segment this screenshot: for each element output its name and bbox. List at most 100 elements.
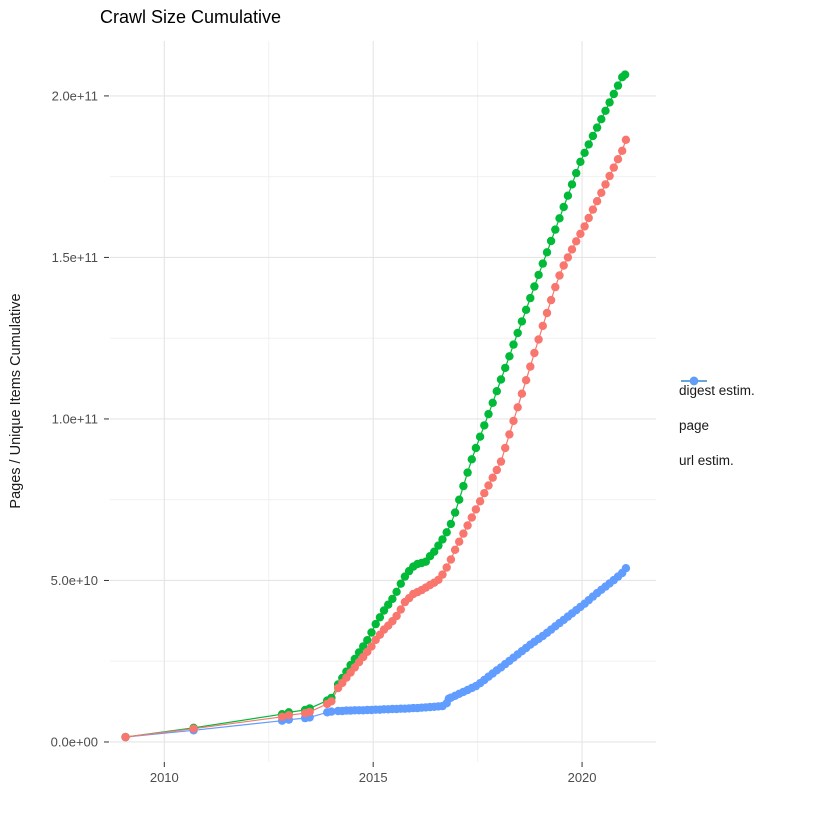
data-point bbox=[621, 564, 631, 573]
x-axis-tick-labels: 2010 2015 2020 bbox=[150, 770, 597, 785]
data-point bbox=[555, 214, 564, 223]
data-point bbox=[605, 171, 614, 181]
data-point bbox=[559, 202, 568, 212]
data-point bbox=[484, 481, 493, 490]
data-point bbox=[517, 317, 527, 326]
legend-key-line-point-icon bbox=[681, 376, 707, 386]
data-point bbox=[388, 594, 397, 604]
data-point bbox=[584, 213, 593, 223]
data-point bbox=[563, 253, 573, 262]
data-point bbox=[501, 443, 510, 453]
data-point bbox=[446, 519, 456, 529]
data-point bbox=[551, 225, 560, 234]
data-point bbox=[459, 529, 468, 538]
data-point bbox=[530, 282, 539, 291]
data-point bbox=[379, 606, 389, 615]
data-point bbox=[597, 115, 606, 124]
data-point bbox=[618, 146, 627, 155]
data-point bbox=[488, 398, 497, 407]
data-point bbox=[484, 409, 493, 419]
data-point bbox=[467, 455, 476, 464]
data-point bbox=[467, 513, 476, 522]
data-point bbox=[551, 282, 560, 292]
data-point bbox=[367, 628, 376, 637]
data-point bbox=[563, 191, 573, 200]
chart-title: Crawl Size Cumulative bbox=[100, 7, 282, 27]
data-point bbox=[488, 473, 497, 482]
data-point bbox=[430, 547, 439, 556]
data-point bbox=[121, 732, 130, 742]
data-point bbox=[613, 81, 623, 90]
data-point bbox=[363, 636, 372, 645]
data-point bbox=[371, 619, 380, 629]
data-point bbox=[496, 375, 506, 384]
data-point bbox=[446, 555, 456, 564]
data-point bbox=[455, 537, 464, 546]
legend: digest estim. page url estim. bbox=[679, 373, 755, 478]
data-point bbox=[592, 197, 602, 206]
data-point bbox=[517, 389, 527, 398]
data-point bbox=[559, 261, 568, 270]
y-tick-label: 0.0e+00 bbox=[51, 734, 98, 749]
axis-ticks bbox=[104, 95, 583, 767]
data-point bbox=[492, 465, 501, 475]
legend-label: url estim. bbox=[679, 453, 734, 468]
data-point bbox=[530, 348, 539, 358]
data-point bbox=[601, 106, 610, 116]
data-point bbox=[496, 457, 506, 466]
data-point bbox=[284, 711, 293, 720]
data-point bbox=[475, 432, 485, 441]
data-point bbox=[592, 123, 602, 132]
data-point bbox=[509, 416, 518, 426]
data-point bbox=[509, 340, 518, 349]
data-point bbox=[613, 155, 623, 164]
data-point bbox=[621, 135, 631, 144]
data-point bbox=[434, 541, 443, 550]
data-point bbox=[392, 587, 401, 596]
data-point bbox=[438, 570, 447, 579]
x-tick-label: 2020 bbox=[568, 770, 597, 785]
data-point bbox=[501, 363, 510, 373]
data-point bbox=[584, 140, 593, 149]
data-point bbox=[396, 605, 405, 614]
data-point bbox=[438, 535, 447, 544]
major-gridlines bbox=[110, 41, 656, 762]
data-point bbox=[601, 180, 610, 189]
series-line-digest-estim- bbox=[125, 139, 627, 738]
data-point bbox=[521, 305, 531, 314]
data-point bbox=[609, 89, 618, 99]
data-point bbox=[534, 335, 543, 344]
data-point bbox=[546, 236, 556, 246]
legend-item-url-estim: url estim. bbox=[679, 376, 755, 478]
data-point bbox=[580, 148, 589, 157]
x-tick-label: 2010 bbox=[150, 770, 179, 785]
y-tick-label: 5.0e+10 bbox=[51, 573, 98, 588]
y-tick-label: 2.0e+11 bbox=[52, 88, 98, 103]
data-point bbox=[367, 642, 376, 651]
x-tick-label: 2015 bbox=[359, 770, 388, 785]
data-point bbox=[450, 508, 460, 517]
y-tick-label: 1.5e+11 bbox=[52, 250, 98, 265]
data-point bbox=[455, 495, 464, 504]
legend-label: page bbox=[679, 418, 710, 433]
data-point bbox=[492, 387, 501, 396]
data-point bbox=[526, 293, 535, 303]
data-point bbox=[396, 579, 405, 588]
data-point bbox=[521, 376, 531, 385]
data-point bbox=[392, 611, 401, 621]
data-point bbox=[576, 157, 585, 166]
data-point bbox=[384, 600, 393, 609]
data-point bbox=[576, 229, 585, 238]
legend-label: digest estim. bbox=[679, 383, 755, 398]
data-point bbox=[620, 70, 630, 79]
data-point bbox=[459, 481, 468, 491]
data-point bbox=[450, 545, 460, 554]
data-point bbox=[463, 468, 472, 477]
data-point bbox=[538, 259, 547, 268]
data-point bbox=[189, 724, 198, 733]
y-axis-tick-labels: 0.0e+00 5.0e+10 1.0e+11 1.5e+11 2.0e+11 bbox=[51, 88, 98, 749]
data-point bbox=[277, 712, 287, 721]
data-point bbox=[480, 489, 489, 498]
